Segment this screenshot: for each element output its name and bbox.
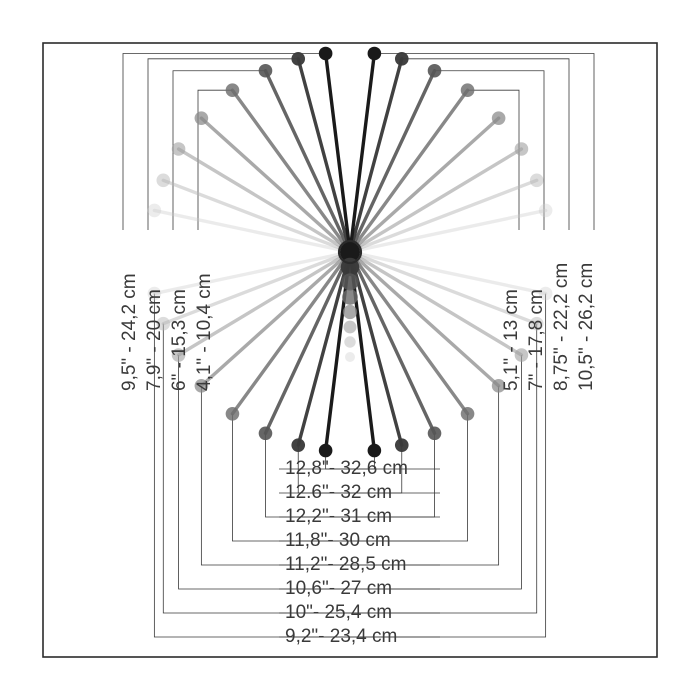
arm-dot-bottom	[461, 407, 475, 421]
arm-dot-top	[539, 204, 553, 218]
arm-dot-top	[395, 52, 409, 66]
arm-dot-top	[461, 83, 475, 97]
height-label: 7,9" - 20 cm	[144, 289, 166, 391]
pivot-trail-dot	[341, 273, 358, 290]
arm-dot-top	[259, 64, 273, 78]
height-leader	[374, 53, 594, 230]
width-label: 12,2"- 31 cm	[285, 506, 392, 528]
width-label: 9,2"- 23,4 cm	[285, 626, 397, 648]
arm-dot-bottom	[226, 407, 240, 421]
pivot-trail-dot	[345, 352, 355, 362]
arm-dot-top	[156, 174, 170, 188]
height-label: 10,5" - 26,2 cm	[576, 263, 598, 391]
height-label: 9,5" - 24,2 cm	[119, 273, 141, 391]
height-leader	[198, 90, 232, 230]
arm-dot-top	[226, 83, 240, 97]
width-label: 11,2"- 28,5 cm	[285, 554, 407, 576]
arm-dot-top	[368, 47, 382, 61]
arm-dot-top	[319, 47, 333, 61]
pivot-trail-dot	[344, 336, 355, 347]
arm-dot-bottom	[319, 444, 333, 458]
width-label: 12,8"- 32,6 cm	[285, 458, 408, 480]
arm-dot-top	[195, 111, 209, 125]
pivot-trail-dot	[343, 305, 357, 319]
arm-dot-top	[515, 142, 529, 156]
height-label: 6" - 15,3 cm	[169, 289, 191, 391]
arm-dot-bottom	[368, 444, 382, 458]
height-label: 7" - 17,8 cm	[526, 289, 548, 391]
width-label: 10,6"- 27 cm	[285, 578, 392, 600]
diagram-stage: 9,5" - 24,2 cm7,9" - 20 cm6" - 15,3 cm4,…	[0, 0, 700, 700]
width-label: 10"- 25,4 cm	[285, 602, 392, 624]
height-leader	[468, 90, 519, 230]
width-label: 12.6"- 32 cm	[285, 482, 392, 504]
arm-dot-bottom	[291, 438, 305, 452]
arm-dot-bottom	[395, 438, 409, 452]
arms	[148, 47, 553, 458]
pivot-trail-dot	[342, 289, 358, 305]
height-label: 8,75" - 22,2 cm	[551, 263, 573, 391]
arm-dot-top	[492, 111, 506, 125]
height-label: 5,1" - 13 cm	[501, 289, 523, 391]
height-leader	[173, 71, 265, 230]
pivot-trail-dot	[344, 321, 357, 334]
arm-dot-top	[530, 174, 544, 188]
arm-dot-top	[148, 204, 162, 218]
arm-dot-top	[172, 142, 186, 156]
arm-dot-bottom	[428, 426, 442, 440]
arm-dot-top	[428, 64, 442, 78]
arm-dot-bottom	[259, 426, 273, 440]
width-label: 11,8"- 30 cm	[285, 530, 391, 552]
height-label: 4,1" - 10,4 cm	[194, 273, 216, 391]
arm-dot-top	[291, 52, 305, 66]
